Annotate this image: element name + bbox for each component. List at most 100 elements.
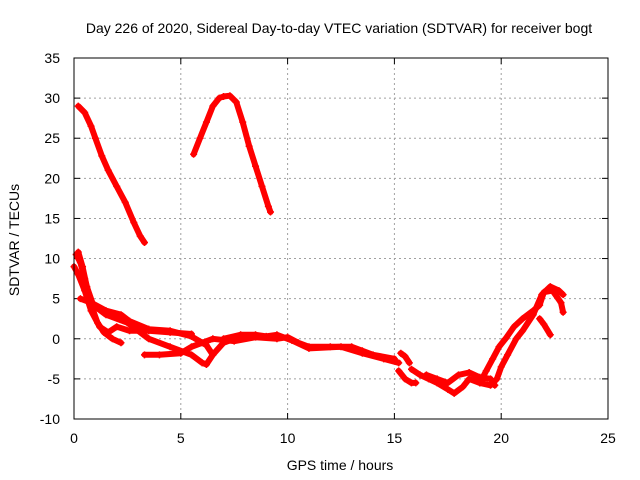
data-point-marker <box>491 381 499 389</box>
data-point-marker <box>264 202 272 210</box>
y-axis-label: SDTVAR / TECUs <box>6 184 22 296</box>
data-point-marker <box>140 239 148 247</box>
data-point-marker <box>145 325 153 333</box>
data-point-marker <box>405 359 413 367</box>
x-tick-label: 25 <box>600 430 616 446</box>
data-point-marker <box>140 351 148 359</box>
data-point-marker <box>465 368 473 376</box>
data-point-marker <box>358 349 366 357</box>
data-point-marker <box>536 301 544 309</box>
data-point-marker <box>113 182 121 190</box>
data-point-marker <box>422 371 430 379</box>
data-point-marker <box>87 307 95 315</box>
data-point-marker <box>465 375 473 383</box>
data-point-marker <box>450 389 458 397</box>
data-point-marker <box>91 134 99 142</box>
data-point-marker <box>262 332 270 340</box>
x-tick-label: 5 <box>177 430 185 446</box>
data-point-marker <box>74 248 82 256</box>
data-point-marker <box>196 134 204 142</box>
data-point-marker <box>559 291 567 299</box>
x-tick-label: 20 <box>493 430 509 446</box>
x-axis-label: GPS time / hours <box>287 457 394 473</box>
data-point-marker <box>504 351 512 359</box>
data-point-marker <box>239 118 247 126</box>
data-point-marker <box>237 331 245 339</box>
y-tick-label: 15 <box>44 210 60 226</box>
data-point-marker <box>79 263 87 271</box>
data-point-marker <box>476 379 484 387</box>
data-point-marker <box>416 371 424 379</box>
data-point-marker <box>489 355 497 363</box>
data-point-marker <box>501 335 509 343</box>
y-tick-label: -10 <box>40 411 60 427</box>
y-tick-labels: -10 -5 0 5 10 15 20 25 30 35 <box>40 50 60 427</box>
data-point-marker <box>459 383 467 391</box>
data-point-marker <box>529 307 537 315</box>
data-point-marker <box>155 351 163 359</box>
data-point-marker <box>482 367 490 375</box>
data-point-marker <box>220 93 228 101</box>
x-tick-label: 15 <box>387 430 403 446</box>
data-point-marker <box>412 379 420 387</box>
data-point-marker <box>288 336 296 344</box>
data-point-marker <box>198 359 206 367</box>
y-tick-label: 10 <box>44 251 60 267</box>
data-point-marker <box>209 351 217 359</box>
data-point-marker <box>540 288 548 296</box>
data-point-marker <box>519 327 527 335</box>
data-point-marker <box>202 360 210 368</box>
data-point-marker <box>454 371 462 379</box>
y-tick-label: -5 <box>48 371 61 387</box>
data-point-marker <box>380 355 388 363</box>
data-point-marker <box>559 308 567 316</box>
data-point-marker <box>83 283 91 291</box>
series-trace-2 <box>190 92 274 215</box>
data-point-marker <box>397 349 405 357</box>
data-point-marker <box>145 335 153 343</box>
data-point-marker <box>102 311 110 319</box>
data-point-marker <box>166 327 174 335</box>
data-point-marker <box>444 379 452 387</box>
y-tick-label: 0 <box>52 331 60 347</box>
data-point-marker <box>497 363 505 371</box>
data-point-marker <box>209 102 217 110</box>
data-point-marker <box>74 271 82 279</box>
x-tick-label: 10 <box>280 430 296 446</box>
data-point-marker <box>252 162 260 170</box>
data-point-marker <box>512 335 520 343</box>
data-point-marker <box>407 365 415 373</box>
data-point-marker <box>433 375 441 383</box>
data-point-marker <box>123 319 131 327</box>
y-tick-label: 35 <box>44 50 60 66</box>
data-point-marker <box>117 339 125 347</box>
data-point-marker <box>487 375 495 383</box>
data-point-marker <box>226 92 234 100</box>
y-tick-label: 20 <box>44 170 60 186</box>
data-point-marker <box>202 118 210 126</box>
data-point-marker <box>108 335 116 343</box>
data-point-marker <box>510 323 518 331</box>
data-point-marker <box>117 311 125 319</box>
chart-title: Day 226 of 2020, Sidereal Day-to-day VTE… <box>86 20 592 36</box>
data-point-marker <box>190 150 198 158</box>
data-point-marker <box>96 323 104 331</box>
data-traces <box>70 92 567 397</box>
data-point-marker <box>548 287 556 295</box>
data-point-marker <box>337 343 345 351</box>
data-point-marker <box>166 343 174 351</box>
data-point-marker <box>113 323 121 331</box>
plot-frame <box>73 57 609 420</box>
data-point-marker <box>258 182 266 190</box>
data-point-marker <box>305 344 313 352</box>
data-point-marker <box>74 102 82 110</box>
x-tick-label: 0 <box>70 430 78 446</box>
data-point-marker <box>220 335 228 343</box>
data-point-marker <box>130 218 138 226</box>
x-tick-labels: 0 5 10 15 20 25 <box>70 430 616 446</box>
data-point-marker <box>273 331 281 339</box>
data-point-marker <box>401 352 409 360</box>
data-point-marker <box>232 98 240 106</box>
data-point-marker <box>546 331 554 339</box>
